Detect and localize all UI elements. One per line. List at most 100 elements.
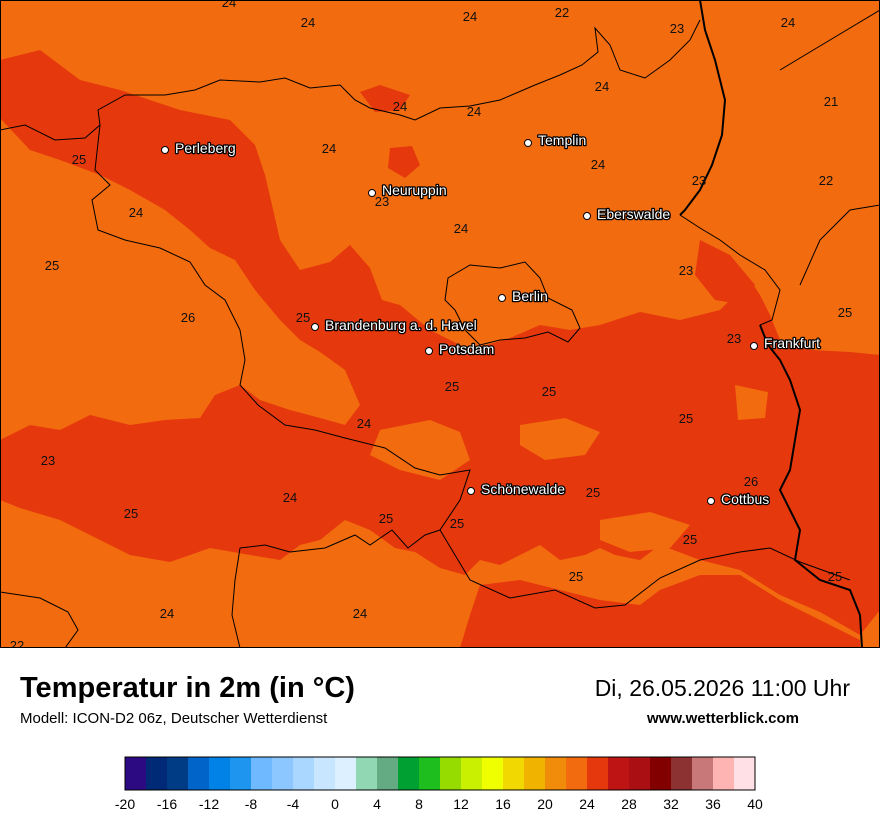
color-legend: -20 -16 -12 -8 -4 0 4 8 12 16 20 24 28 32 36 40: [115, 756, 763, 812]
temp-label: 23: [692, 173, 706, 188]
legend-swatch: [398, 757, 420, 790]
temp-label: 24: [222, 0, 236, 10]
legend-swatch: [230, 757, 252, 790]
temp-label: 24: [160, 606, 174, 621]
legend-frame: [124, 756, 756, 791]
legend-swatch: [293, 757, 315, 790]
temp-label: 25: [45, 258, 59, 273]
temperature-labels: 24 24 24 22 23 24 24 24 21 24 25 24 24 2…: [10, 0, 852, 648]
temp-label: 25: [450, 516, 464, 531]
legend-swatch: [524, 757, 546, 790]
district-borders: [0, 9, 880, 648]
temp-label: 25: [586, 485, 600, 500]
legend-tick-label: 24: [579, 796, 595, 812]
legend-swatch: [209, 757, 231, 790]
city-label: Cottbus: [721, 491, 769, 507]
legend-swatch: [356, 757, 378, 790]
temp-label: 26: [181, 310, 195, 325]
legend-swatch: [146, 757, 168, 790]
legend-swatch: [377, 757, 399, 790]
legend-swatch: [314, 757, 336, 790]
model-subtitle: Modell: ICON-D2 06z, Deutscher Wetterdie…: [20, 710, 328, 727]
city-dot-icon: [707, 497, 715, 505]
legend-swatch: [587, 757, 609, 790]
legend-swatch: [545, 757, 567, 790]
city-dot-icon: [583, 212, 591, 220]
city-berlin: Berlin: [498, 287, 549, 305]
temp-label: 25: [72, 152, 86, 167]
legend-tick-label: 4: [373, 796, 381, 812]
legend-tick-label: 12: [453, 796, 469, 812]
temp-label: 21: [824, 94, 838, 109]
city-label: Templin: [538, 132, 586, 148]
temp-label: 24: [781, 15, 795, 30]
temp-label: 25: [124, 506, 138, 521]
legend-swatch: [251, 757, 273, 790]
temp-label: 24: [353, 606, 367, 621]
city-label: Brandenburg a. d. Havel: [325, 317, 477, 333]
legend-swatch: [125, 757, 147, 790]
temp-label: 25: [569, 569, 583, 584]
temp-label: 22: [555, 5, 569, 20]
city-brandenburg: Brandenburg a. d. Havel: [311, 316, 478, 334]
legend-tick-label: 36: [705, 796, 721, 812]
legend-tick-label: -8: [245, 796, 258, 812]
national-border: [679, 0, 863, 648]
legend-swatch: [335, 757, 357, 790]
city-dot-icon: [750, 342, 758, 350]
legend-tick-label: -4: [287, 796, 300, 812]
city-label: Frankfurt: [764, 335, 820, 351]
chart-title: Temperatur in 2m (in °C): [20, 672, 355, 704]
legend-swatch: [692, 757, 714, 790]
temp-field-cool-pockets: [0, 295, 768, 620]
city-frankfurt: Frankfurt: [750, 334, 821, 352]
website-link[interactable]: www.wetterblick.com: [647, 710, 799, 727]
temp-label: 24: [129, 205, 143, 220]
city-perleberg: Perleberg: [161, 139, 237, 157]
city-dot-icon: [311, 323, 319, 331]
temp-label: 24: [463, 9, 477, 24]
temp-label: 24: [595, 79, 609, 94]
city-neuruppin: Neuruppin: [368, 181, 448, 199]
city-label: Potsdam: [439, 341, 494, 357]
temperature-map: 24 24 24 22 23 24 24 24 21 24 25 24 24 2…: [0, 0, 880, 648]
legend-swatch: [188, 757, 210, 790]
city-markers: Perleberg Templin Neuruppin Eberswalde B…: [161, 131, 821, 508]
temp-label: 23: [679, 263, 693, 278]
legend-swatch: [440, 757, 462, 790]
legend-swatch: [734, 757, 756, 790]
temp-label: 22: [819, 173, 833, 188]
city-templin: Templin: [524, 131, 588, 149]
legend-swatch: [629, 757, 651, 790]
city-dot-icon: [161, 146, 169, 154]
temp-label: 25: [828, 569, 842, 584]
temp-label: 23: [670, 21, 684, 36]
legend-swatch: [650, 757, 672, 790]
temp-label: 25: [542, 384, 556, 399]
legend-tick-label: 0: [331, 796, 339, 812]
city-label: Neuruppin: [382, 182, 447, 198]
temp-label: 24: [591, 157, 605, 172]
city-schoenewalde: Schönewalde: [467, 480, 567, 498]
temp-label: 24: [393, 99, 407, 114]
city-potsdam: Potsdam: [425, 340, 496, 358]
legend-swatch: [713, 757, 735, 790]
temp-label: 25: [683, 532, 697, 547]
temp-label: 25: [379, 511, 393, 526]
legend-swatch: [503, 757, 525, 790]
legend-swatch: [671, 757, 693, 790]
legend-tick-label: 20: [537, 796, 553, 812]
city-label: Berlin: [512, 288, 548, 304]
city-label: Schönewalde: [481, 481, 565, 497]
temp-label: 23: [375, 194, 389, 209]
legend-swatch: [566, 757, 588, 790]
city-dot-icon: [467, 487, 475, 495]
temp-label: 24: [301, 15, 315, 30]
legend-tick-label: -16: [157, 796, 177, 812]
legend-tick-label: 32: [663, 796, 679, 812]
temp-label: 24: [454, 221, 468, 236]
legend-tick-label: -12: [199, 796, 219, 812]
temp-label: 25: [838, 305, 852, 320]
legend-swatch: [482, 757, 504, 790]
temp-label: 24: [357, 416, 371, 431]
